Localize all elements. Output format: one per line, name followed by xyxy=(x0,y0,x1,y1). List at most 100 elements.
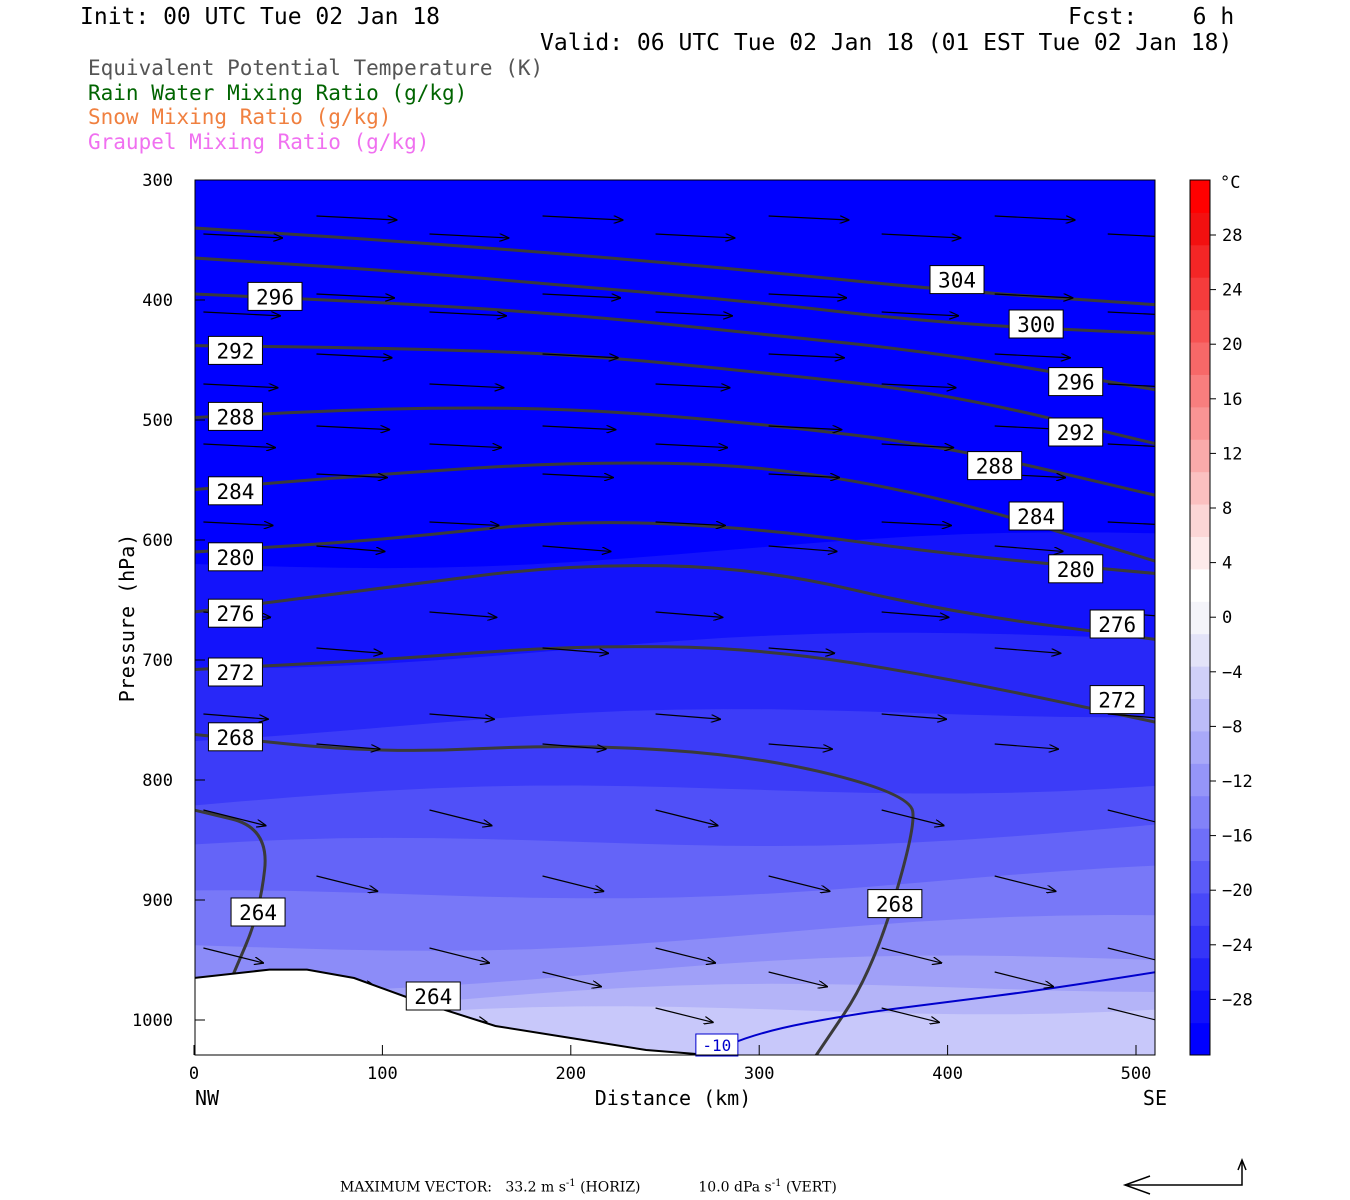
colorbar-segment xyxy=(1190,925,1210,959)
wind-vector xyxy=(655,809,718,826)
wind-vector xyxy=(542,971,601,987)
theta-e-contour-272 xyxy=(195,645,1155,724)
colorbar-label: −24 xyxy=(1222,936,1253,956)
colorbar-segment xyxy=(1190,504,1210,537)
reference-vector-head-vertical xyxy=(1237,1157,1247,1171)
wind-vector xyxy=(316,426,389,430)
theta-e-contour-300 xyxy=(195,256,1155,336)
colorbar-segment xyxy=(1190,633,1210,667)
y-tick-label: 800 xyxy=(142,771,173,791)
contour-label-284: 284 xyxy=(1017,505,1055,529)
y-tick-label: 700 xyxy=(142,651,173,671)
wind-vector xyxy=(1107,713,1155,719)
y-tick-label: 500 xyxy=(142,411,173,431)
wind-vector xyxy=(316,647,382,653)
colorbar-segment xyxy=(1190,568,1210,602)
wind-vector xyxy=(881,312,958,316)
colorbar-segment xyxy=(1190,698,1210,732)
footer-max-vector: MAXIMUM VECTOR: 33.2 m s-1 (HORIZ) 10.0 … xyxy=(340,1178,837,1196)
wind-vector xyxy=(203,947,263,963)
temperature-label: -10 xyxy=(702,1036,731,1055)
wind-vector xyxy=(994,743,1058,749)
colorbar-label: −16 xyxy=(1222,827,1253,847)
wind-vector xyxy=(768,875,830,891)
wind-vector xyxy=(429,312,506,316)
wind-vector xyxy=(768,354,844,358)
contour-label-box xyxy=(230,897,286,927)
wind-vector xyxy=(429,384,504,388)
colorbar-segment xyxy=(1190,406,1210,440)
legend-graupel: Graupel Mixing Ratio (g/kg) xyxy=(88,130,430,154)
wind-vector xyxy=(881,809,944,826)
wind-vector xyxy=(655,233,735,238)
contour-label-box xyxy=(207,598,263,628)
wind-vector xyxy=(542,293,621,298)
y-tick-label: 400 xyxy=(142,291,173,311)
contour-label-284: 284 xyxy=(216,480,254,504)
left-endpoint-label: NW xyxy=(195,1086,220,1110)
reference-vector-head-horizontal xyxy=(1122,1175,1151,1195)
wind-vector xyxy=(655,611,723,617)
wind-vector xyxy=(881,611,949,617)
wind-vector xyxy=(768,293,847,298)
x-tick-label: 200 xyxy=(555,1064,586,1084)
contour-label-box xyxy=(1048,367,1104,397)
colorbar-label: 0 xyxy=(1222,608,1232,628)
contour-label-296: 296 xyxy=(1057,371,1095,395)
contour-label-296: 296 xyxy=(256,285,294,309)
contour-label-box xyxy=(207,335,263,365)
contour-label-264: 264 xyxy=(239,901,277,925)
wind-vector xyxy=(655,1007,713,1022)
colorbar-segment xyxy=(1190,730,1210,764)
colorbar-segment xyxy=(1190,439,1210,473)
colorbar-segment xyxy=(1190,471,1210,505)
contour-label-280: 280 xyxy=(216,546,254,570)
wind-vector xyxy=(429,233,509,238)
wind-vector xyxy=(994,354,1070,358)
wind-vector xyxy=(429,522,499,525)
x-tick-label: 100 xyxy=(367,1064,398,1084)
y-tick-label: 900 xyxy=(142,891,173,911)
wind-vector xyxy=(881,444,954,448)
vertical-tag: (VERT) xyxy=(785,1179,837,1196)
wind-vector xyxy=(316,293,394,298)
colorbar-segment xyxy=(1190,957,1210,991)
theta-e-contour-288 xyxy=(195,406,1155,497)
wind-vector xyxy=(655,713,720,719)
horizontal-unit-exp: -1 xyxy=(565,1178,576,1189)
wind-vector xyxy=(768,426,842,430)
wind-vector xyxy=(429,809,492,826)
contour-label-268: 268 xyxy=(216,726,254,750)
wind-vector xyxy=(881,233,961,238)
contour-label-300: 300 xyxy=(1017,313,1055,337)
colorbar-segment xyxy=(1190,1022,1210,1056)
colorbar-segment xyxy=(1190,795,1210,829)
wind-vector xyxy=(542,545,611,551)
x-tick-label: 400 xyxy=(932,1064,963,1084)
wind-vector xyxy=(203,522,272,525)
colorbar-segment xyxy=(1190,374,1210,408)
contour-label-288: 288 xyxy=(216,405,254,429)
colorbar-segment xyxy=(1190,601,1210,635)
terrain-outline xyxy=(195,968,1155,1055)
x-tick-label: 500 xyxy=(1121,1064,1152,1084)
colorbar-segment xyxy=(1190,666,1210,700)
horizontal-max: 33.2 m s xyxy=(505,1179,566,1196)
contour-label-box xyxy=(207,476,263,506)
contour-label-268: 268 xyxy=(876,893,914,917)
wind-vector xyxy=(316,354,391,358)
contour-label-304: 304 xyxy=(938,269,976,293)
contour-label-box xyxy=(1089,685,1145,715)
legend-theta-e: Equivalent Potential Temperature (K) xyxy=(88,56,544,80)
colorbar-label: −12 xyxy=(1222,772,1253,792)
wind-vector xyxy=(542,647,609,653)
colorbar-segment xyxy=(1190,990,1210,1024)
wind-vector xyxy=(768,474,839,478)
colorbar-segment xyxy=(1190,763,1210,797)
colorbar-label: 20 xyxy=(1222,335,1242,355)
colorbar-label: 8 xyxy=(1222,499,1232,519)
wind-vector xyxy=(1107,443,1155,447)
wind-vector xyxy=(429,713,494,719)
contour-label-276: 276 xyxy=(1098,613,1136,637)
colorbar-segment xyxy=(1190,536,1210,570)
